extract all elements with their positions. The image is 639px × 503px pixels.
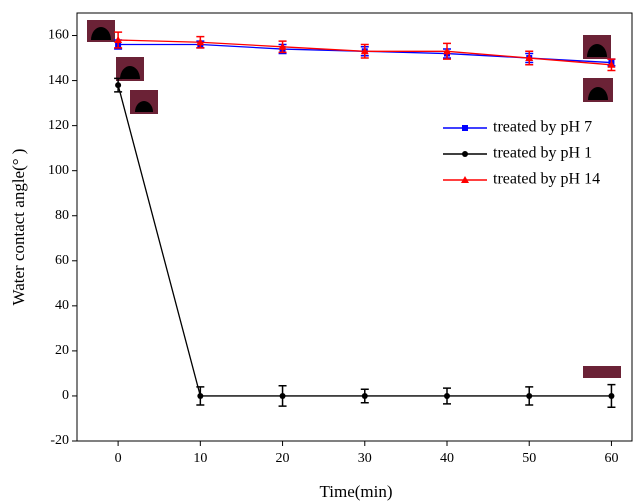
y-tick-label: -20 <box>50 433 69 448</box>
y-tick-label: 160 <box>48 28 69 43</box>
data-point <box>443 47 451 55</box>
data-point <box>526 392 533 399</box>
data-point <box>115 82 122 89</box>
x-tick-label: 0 <box>115 451 122 466</box>
x-tick-label: 40 <box>440 451 454 466</box>
y-tick-label: 40 <box>55 298 69 313</box>
legend-label: treated by pH 7 <box>493 119 592 136</box>
data-point <box>197 392 204 399</box>
plot-frame <box>76 12 633 442</box>
data-point <box>608 392 615 399</box>
data-point <box>279 392 286 399</box>
x-axis-label: Time(min) <box>319 482 392 501</box>
y-tick-label: 100 <box>48 163 69 178</box>
data-point <box>278 42 287 50</box>
x-tick-label: 10 <box>193 451 207 466</box>
legend-label: treated by pH 1 <box>493 145 592 162</box>
data-point <box>361 392 368 399</box>
droplet-images <box>87 20 621 378</box>
legend-label: treated by pH 14 <box>493 171 600 188</box>
x-tick-label: 60 <box>604 451 618 466</box>
x-tick-label: 20 <box>276 451 290 466</box>
y-axis-label: Water contact angle(° ) <box>9 149 28 306</box>
data-point <box>444 392 450 399</box>
data-point <box>525 54 534 62</box>
data-point <box>196 38 205 46</box>
data-point <box>607 60 616 68</box>
data-point <box>360 47 369 55</box>
x-tick-label: 50 <box>522 451 536 466</box>
y-tick-label: 60 <box>55 253 69 268</box>
y-tick-label: 0 <box>62 388 69 403</box>
data-point <box>114 36 123 44</box>
legend-marker <box>462 151 468 157</box>
y-tick-label: 20 <box>55 343 69 358</box>
legend-marker <box>461 176 469 183</box>
y-tick-label: 120 <box>48 118 69 133</box>
y-tick-label: 140 <box>48 73 69 88</box>
x-tick-label: 30 <box>358 451 372 466</box>
legend-marker <box>462 125 468 131</box>
y-tick-label: 80 <box>55 208 69 223</box>
